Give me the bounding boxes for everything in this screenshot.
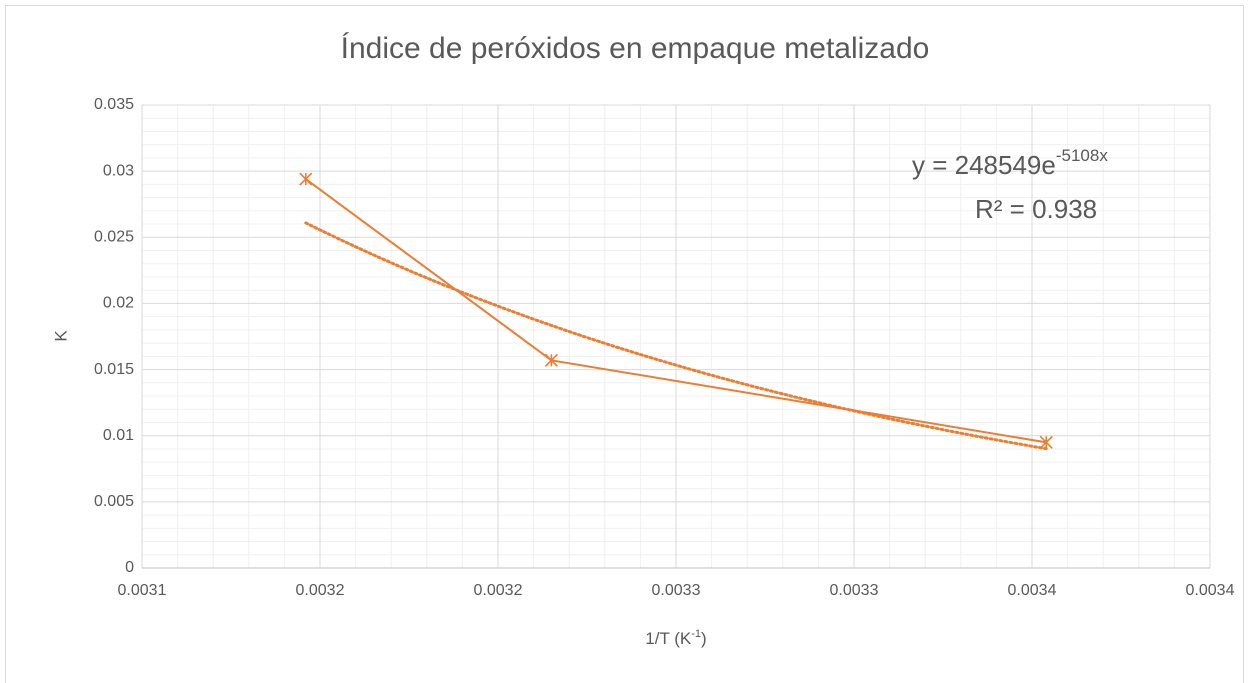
y-tick-label: 0.035	[94, 96, 134, 113]
x-axis-title-text: 1/T (K	[645, 629, 692, 648]
y-tick-label: 0	[125, 559, 134, 576]
x-axis-title-sup: -1	[691, 628, 701, 640]
chart-title: Índice de peróxidos en empaque metalizad…	[341, 32, 930, 65]
x-tick-label: 0.0034	[1186, 582, 1235, 599]
equation-exponent: -5108x	[1056, 146, 1108, 165]
trendline-r-squared: R² = 0.938	[975, 194, 1097, 224]
trendline-equation: y = 248549e-5108x	[912, 146, 1108, 179]
plot	[299, 172, 1053, 451]
x-tick-label: 0.0032	[296, 582, 345, 599]
x-axis-title-suffix: )	[701, 629, 707, 648]
y-tick-label: 0.01	[103, 427, 134, 444]
x-tick-label: 0.0034	[1008, 582, 1057, 599]
y-tick-label: 0.015	[94, 361, 134, 378]
x-tick-label: 0.0033	[652, 582, 701, 599]
marker	[1039, 435, 1053, 449]
marker	[544, 353, 558, 367]
y-tick-label: 0.03	[103, 162, 134, 179]
y-tick-label: 0.005	[94, 493, 134, 510]
chart-frame	[5, 5, 1244, 683]
x-tick-label: 0.0033	[830, 582, 879, 599]
trendline	[304, 221, 1048, 451]
x-tick-label: 0.0032	[474, 582, 523, 599]
marker	[299, 172, 313, 186]
x-tick-label: 0.0031	[118, 582, 167, 599]
y-tick-label: 0.02	[103, 295, 134, 312]
y-axis-title: K	[51, 330, 70, 342]
grid: 0 0.005 0.01 0.015 0.02 0.025 0.03 0.035 0.0031 0…	[94, 96, 1235, 599]
y-tick-label: 0.025	[94, 229, 134, 246]
equation-text: y = 248549e	[912, 150, 1056, 180]
x-axis-title: 1/T (K-1)	[645, 628, 706, 649]
